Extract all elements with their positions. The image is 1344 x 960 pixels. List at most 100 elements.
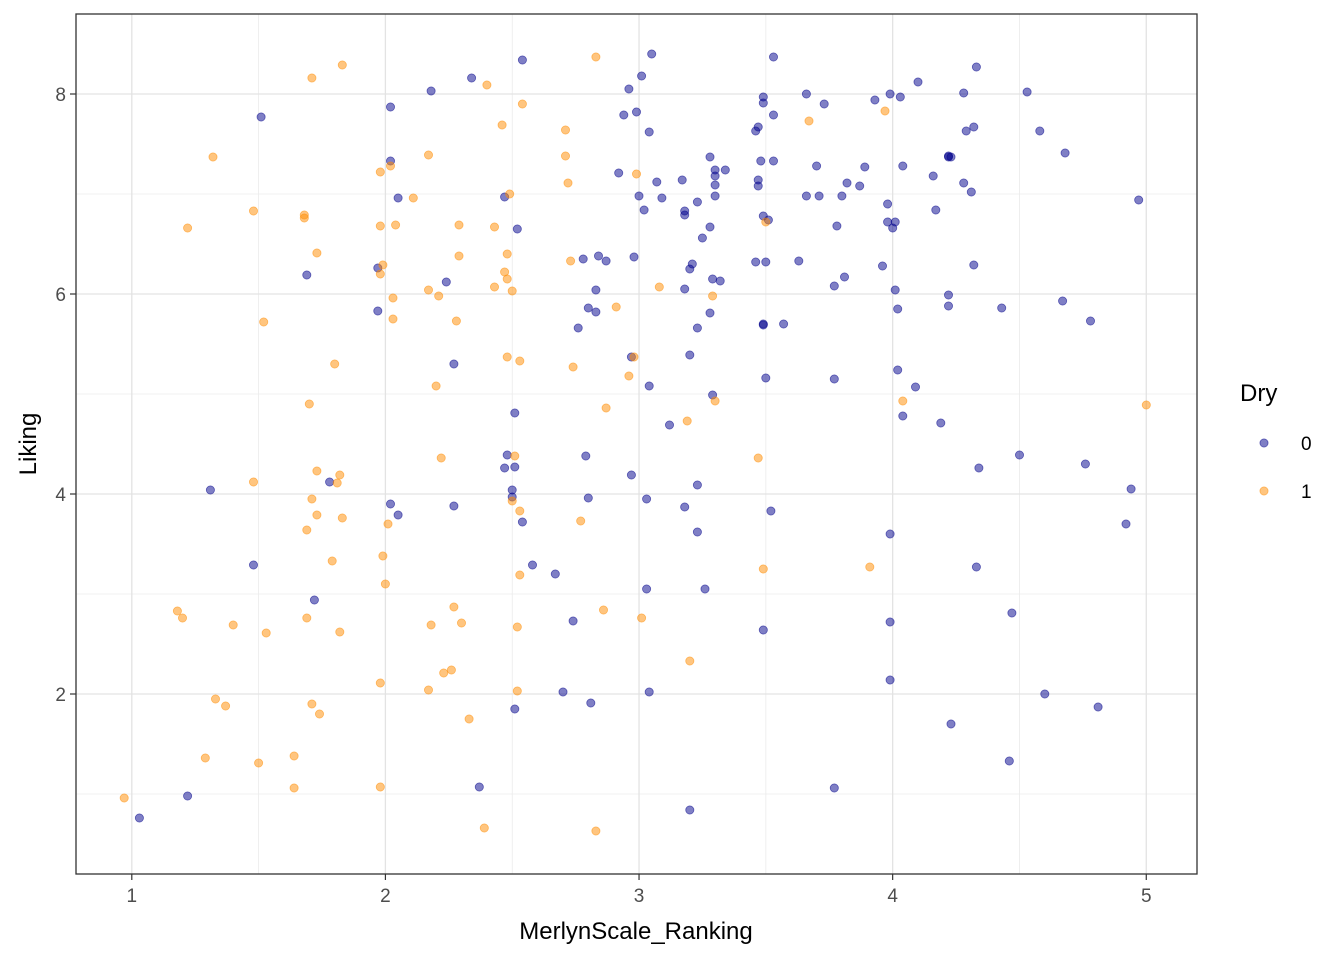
data-point-dry-0 bbox=[705, 152, 715, 162]
data-point-dry-1 bbox=[601, 403, 611, 413]
data-point-dry-1 bbox=[436, 453, 446, 463]
data-point-dry-1 bbox=[299, 213, 309, 223]
data-point-dry-0 bbox=[944, 290, 954, 300]
data-point-dry-0 bbox=[911, 382, 921, 392]
data-point-dry-0 bbox=[644, 127, 654, 137]
data-point-dry-1 bbox=[221, 701, 231, 711]
data-point-dry-0 bbox=[644, 687, 654, 697]
data-point-dry-0 bbox=[959, 178, 969, 188]
legend-label-1: 1 bbox=[1301, 482, 1312, 503]
data-point-dry-1 bbox=[512, 622, 522, 632]
data-point-dry-1 bbox=[314, 709, 324, 719]
data-point-dry-1 bbox=[388, 314, 398, 324]
data-point-dry-1 bbox=[654, 282, 664, 292]
data-point-dry-0 bbox=[680, 502, 690, 512]
data-point-dry-1 bbox=[289, 783, 299, 793]
data-point-dry-0 bbox=[715, 276, 725, 286]
data-point-dry-0 bbox=[1058, 296, 1068, 306]
data-point-dry-1 bbox=[758, 564, 768, 574]
data-point-dry-0 bbox=[685, 350, 695, 360]
data-point-dry-1 bbox=[248, 206, 258, 216]
data-point-dry-0 bbox=[705, 222, 715, 232]
data-point-dry-1 bbox=[566, 256, 576, 266]
data-point-dry-0 bbox=[697, 233, 707, 243]
data-point-dry-1 bbox=[561, 151, 571, 161]
data-point-dry-0 bbox=[761, 373, 771, 383]
data-point-dry-0 bbox=[840, 272, 850, 282]
data-point-dry-0 bbox=[647, 49, 657, 59]
data-point-dry-1 bbox=[375, 782, 385, 792]
data-point-dry-1 bbox=[804, 116, 814, 126]
data-point-dry-0 bbox=[971, 62, 981, 72]
data-point-dry-0 bbox=[642, 584, 652, 594]
data-point-dry-0 bbox=[510, 462, 520, 472]
data-point-dry-0 bbox=[1022, 87, 1032, 97]
data-point-dry-1 bbox=[507, 286, 517, 296]
data-point-dry-0 bbox=[583, 493, 593, 503]
data-point-dry-0 bbox=[619, 110, 629, 120]
legend: Dry 01 bbox=[1240, 380, 1312, 503]
x-tick-label: 1 bbox=[127, 886, 138, 907]
data-point-dry-1 bbox=[119, 793, 129, 803]
data-point-dry-0 bbox=[474, 782, 484, 792]
data-point-dry-1 bbox=[449, 602, 459, 612]
data-point-dry-1 bbox=[576, 516, 586, 526]
data-point-dry-1 bbox=[507, 496, 517, 506]
data-point-dry-0 bbox=[1086, 316, 1096, 326]
data-point-dry-0 bbox=[766, 506, 776, 516]
data-point-dry-0 bbox=[710, 180, 720, 190]
data-point-dry-1 bbox=[489, 282, 499, 292]
data-point-dry-0 bbox=[677, 175, 687, 185]
data-point-dry-1 bbox=[482, 80, 492, 90]
data-point-dry-0 bbox=[601, 256, 611, 266]
data-point-dry-0 bbox=[895, 92, 905, 102]
data-point-dry-0 bbox=[685, 805, 695, 815]
data-point-dry-0 bbox=[248, 560, 258, 570]
data-point-dry-0 bbox=[441, 277, 451, 287]
data-point-dry-0 bbox=[961, 126, 971, 136]
data-point-dry-0 bbox=[898, 411, 908, 421]
data-point-dry-0 bbox=[801, 191, 811, 201]
data-point-dry-0 bbox=[393, 193, 403, 203]
data-point-dry-1 bbox=[489, 222, 499, 232]
data-point-dry-1 bbox=[302, 613, 312, 623]
x-tick-label: 5 bbox=[1141, 886, 1152, 907]
data-point-dry-0 bbox=[969, 122, 979, 132]
data-point-dry-0 bbox=[946, 152, 956, 162]
data-point-dry-1 bbox=[561, 125, 571, 135]
data-point-dry-1 bbox=[177, 613, 187, 623]
data-point-dry-1 bbox=[479, 823, 489, 833]
data-point-dry-1 bbox=[375, 167, 385, 177]
data-point-dry-1 bbox=[456, 618, 466, 628]
data-point-dry-1 bbox=[391, 220, 401, 230]
axis-ticks: 1 2 3 4 5 2 4 6 8 bbox=[55, 85, 1151, 907]
data-point-dry-0 bbox=[1015, 450, 1025, 460]
data-point-dry-0 bbox=[510, 408, 520, 418]
data-point-dry-0 bbox=[512, 224, 522, 234]
data-point-dry-1 bbox=[515, 356, 525, 366]
data-point-dry-0 bbox=[761, 257, 771, 267]
data-point-dry-0 bbox=[1126, 484, 1136, 494]
data-point-dry-1 bbox=[375, 221, 385, 231]
x-tick-label: 4 bbox=[887, 886, 898, 907]
data-point-dry-1 bbox=[502, 249, 512, 259]
data-point-dry-0 bbox=[591, 285, 601, 295]
data-point-dry-0 bbox=[971, 562, 981, 572]
data-point-dry-1 bbox=[375, 678, 385, 688]
data-point-dry-0 bbox=[878, 261, 888, 271]
data-point-dry-1 bbox=[302, 525, 312, 535]
data-point-dry-0 bbox=[758, 98, 768, 108]
legend-key-1 bbox=[1259, 486, 1269, 496]
data-point-dry-0 bbox=[832, 221, 842, 231]
data-point-dry-1 bbox=[710, 396, 720, 406]
data-point-dry-0 bbox=[758, 320, 768, 330]
data-point-dry-0 bbox=[581, 451, 591, 461]
data-point-dry-0 bbox=[614, 168, 624, 178]
data-point-dry-1 bbox=[454, 220, 464, 230]
data-point-dry-0 bbox=[591, 307, 601, 317]
series-0 bbox=[134, 49, 1144, 823]
data-point-dry-1 bbox=[568, 362, 578, 372]
data-point-dry-0 bbox=[885, 617, 895, 627]
data-point-dry-0 bbox=[997, 303, 1007, 313]
data-point-dry-0 bbox=[385, 499, 395, 509]
